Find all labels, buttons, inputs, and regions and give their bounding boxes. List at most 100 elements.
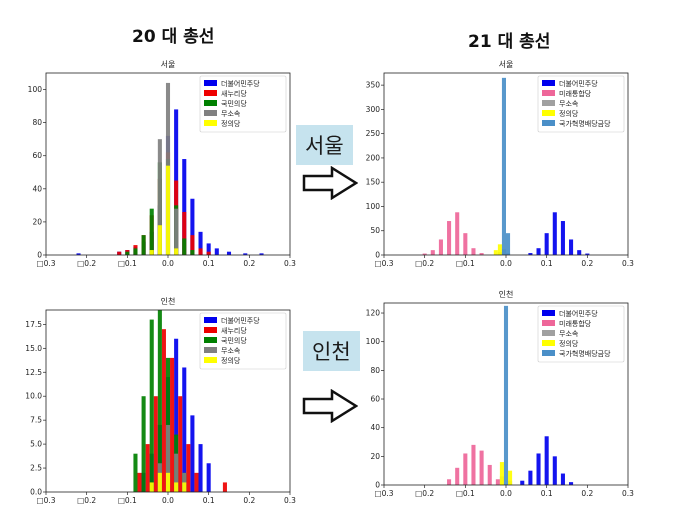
x-tick-label: □0.3 [374, 489, 393, 498]
x-tick-label: 0.3 [284, 259, 296, 268]
legend-label: 무소속 [559, 100, 579, 108]
bar [471, 444, 476, 485]
x-tick-label: □0.1 [118, 259, 137, 268]
legend-swatch [542, 320, 555, 326]
legend-label: 국민의당 [221, 99, 247, 108]
y-tick-label: 10.0 [25, 392, 42, 401]
bar [182, 159, 187, 255]
legend-label: 국민의당 [221, 336, 247, 345]
legend-label: 정의당 [559, 339, 579, 348]
x-tick-label: 0.0 [500, 259, 512, 268]
legend-swatch [204, 317, 217, 323]
bar [165, 472, 171, 492]
legend-box [199, 75, 287, 133]
x-tick-label: 0.3 [622, 259, 634, 268]
legend-label: 무소속 [221, 347, 241, 355]
legend-label: 더불어민주당 [221, 79, 260, 88]
bar [577, 250, 582, 255]
heading-20th-election: 20 대 총선 [132, 27, 215, 47]
y-tick-label: 20 [32, 217, 42, 226]
x-tick-label: 0.1 [203, 496, 215, 505]
bar [528, 470, 533, 485]
bar [493, 250, 498, 255]
x-tick-label: 0.2 [243, 496, 255, 505]
bar [206, 251, 211, 255]
bar [243, 253, 248, 255]
bar [141, 396, 146, 492]
bar [222, 482, 227, 492]
bar [178, 396, 183, 492]
bar [198, 248, 203, 255]
bar [495, 479, 500, 485]
legend-label: 더불어민주당 [559, 79, 598, 88]
chart-21st-seoul: 서울 □0.3 □0.2 □0.1 0.0 0.1 0.2 0.3 0 50 100 150 200 25… [366, 60, 635, 268]
bar [141, 235, 146, 255]
bar [422, 253, 427, 255]
bar [174, 248, 179, 255]
legend-label: 무소속 [559, 330, 579, 338]
bar [182, 482, 187, 492]
bar [174, 208, 179, 255]
bar [479, 450, 484, 485]
chart-title: 서울 [161, 60, 176, 69]
y-tick-label: 80 [370, 366, 380, 375]
bar [544, 436, 549, 485]
legend-swatch [204, 100, 217, 106]
bar [133, 248, 138, 255]
x-tick-label: 0.1 [203, 259, 215, 268]
x-tick-label: 0.2 [581, 259, 593, 268]
chart-20th-seoul: 서울 □0.3 □0.2 □0.1 0.0 0.1 0.2 0.3 0 20 40 60 80 100 더불… [28, 60, 297, 268]
bar [145, 444, 150, 492]
bar [206, 463, 211, 492]
legend-swatch [204, 327, 217, 333]
x-tick-label: □0.2 [415, 489, 434, 498]
y-tick-label: 50 [370, 226, 380, 235]
x-tick-label: 0.0 [162, 496, 174, 505]
x-tick-label: 0.2 [581, 489, 593, 498]
chart-title: 인천 [499, 289, 514, 299]
bar [463, 233, 468, 255]
bar [165, 165, 171, 255]
bar [226, 251, 232, 255]
x-tick-label: □0.1 [456, 489, 475, 498]
legend-box [199, 312, 287, 370]
y-tick-label: 20 [370, 452, 380, 461]
x-tick-label: □0.2 [415, 259, 434, 268]
legend-swatch [542, 350, 555, 356]
bar [174, 338, 179, 492]
y-tick-label: 17.5 [25, 320, 42, 329]
y-tick-label: 80 [32, 118, 42, 127]
bar [560, 221, 565, 255]
legend-swatch [204, 80, 217, 86]
bar [463, 453, 468, 485]
bar [190, 415, 195, 492]
bar [157, 139, 162, 255]
legend-swatch [542, 110, 555, 116]
legend-label: 국가혁명배당금당 [559, 349, 611, 358]
y-tick-label: 0.0 [30, 488, 42, 497]
x-tick-label: □0.2 [77, 496, 96, 505]
bar [165, 424, 171, 492]
x-tick-label: □0.3 [36, 259, 55, 268]
y-tick-label: 120 [366, 309, 381, 318]
x-tick-label: 0.1 [541, 259, 553, 268]
x-tick-label: 0.0 [500, 489, 512, 498]
y-tick-label: 350 [366, 81, 381, 90]
legend-box [537, 75, 625, 133]
bar [214, 248, 219, 255]
bar [149, 319, 154, 492]
bar [569, 482, 574, 485]
x-tick-label: □0.3 [374, 259, 393, 268]
bar [182, 211, 187, 255]
legend-swatch [542, 310, 555, 316]
legend-label: 더불어민주당 [559, 309, 598, 318]
bar [153, 396, 158, 492]
legend-swatch [542, 120, 555, 126]
legend-swatch [542, 80, 555, 86]
bar [161, 329, 166, 492]
bar [157, 472, 162, 492]
legend-swatch [204, 90, 217, 96]
y-tick-label: 12.5 [25, 368, 42, 377]
bar [552, 456, 557, 485]
bar [125, 251, 130, 255]
